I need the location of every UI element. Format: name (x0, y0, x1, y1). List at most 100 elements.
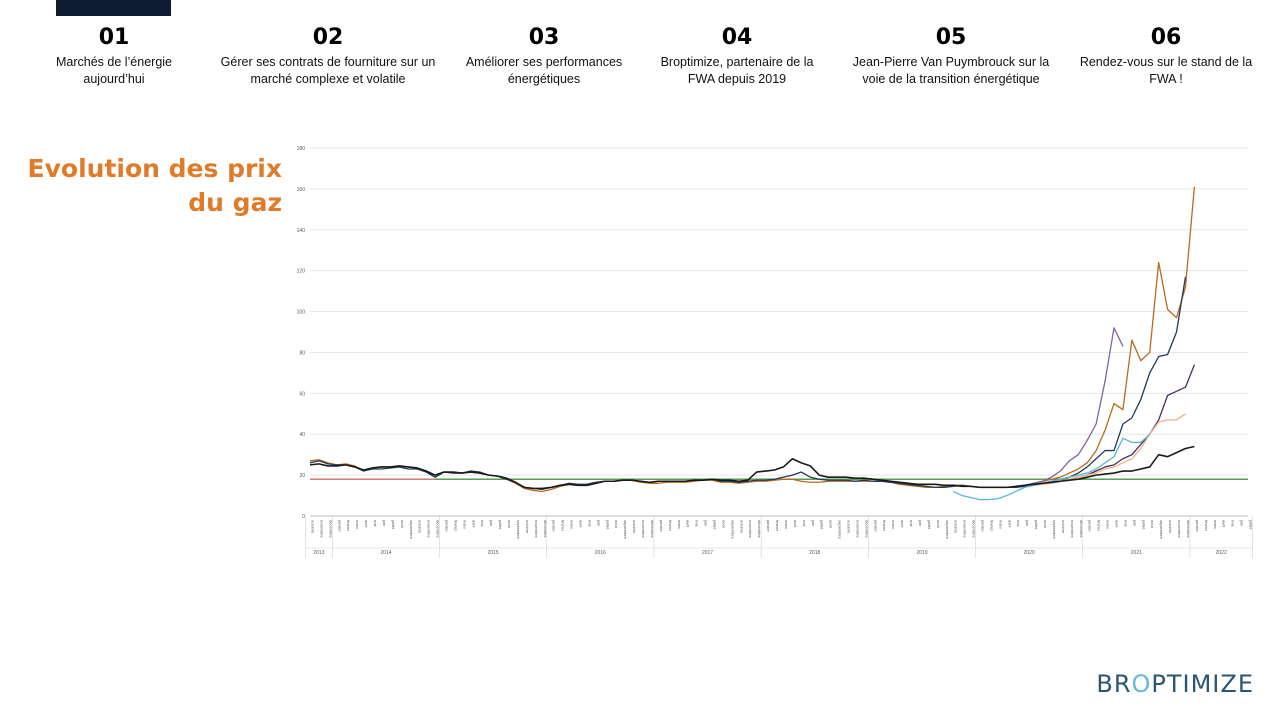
month-tick-label: septembre (730, 520, 735, 540)
year-label: 2022 (1216, 550, 1227, 556)
year-label: 2020 (1024, 550, 1035, 556)
nav-item-05[interactable]: 05 Jean-Pierre Van Puymbrouck sur la voi… (841, 24, 1061, 88)
month-tick-label: janvier (552, 519, 557, 532)
month-tick-label: avril (793, 520, 798, 527)
month-tick-label: mai (587, 520, 592, 527)
month-tick-label: octobre (954, 520, 959, 534)
month-tick-label: octobre (847, 520, 852, 534)
month-tick-label: mars (784, 520, 789, 529)
month-tick-label: septembre (516, 520, 521, 540)
month-tick-label: juillet (605, 519, 610, 530)
section-nav: 01 Marchés de l’énergie aujourd’hui 02 G… (0, 24, 1280, 104)
month-tick-label: mars (891, 520, 896, 529)
month-tick-label: novembre (427, 520, 432, 539)
month-tick-label: février (775, 520, 780, 532)
series-line-7 (1024, 413, 1186, 486)
month-tick-label: mai (695, 520, 700, 527)
y-tick-label: 40 (299, 432, 305, 438)
month-tick-label: mars (1213, 520, 1218, 529)
month-tick-label: décembre (864, 520, 869, 539)
month-tick-label: janvier (659, 519, 664, 532)
y-tick-label: 120 (297, 269, 306, 275)
month-tick-label: octobre (525, 520, 530, 534)
month-tick-label: novembre (641, 520, 646, 539)
month-tick-label: janvier (981, 519, 986, 532)
month-tick-label: août (400, 520, 405, 529)
month-tick-label: août (936, 520, 941, 529)
month-tick-label: août (829, 520, 834, 529)
nav-item-02[interactable]: 02 Gérer ses contrats de fourniture sur … (218, 24, 438, 88)
month-tick-label: septembre (838, 520, 843, 540)
month-tick-label: juillet (927, 519, 932, 530)
series-line-3 (309, 186, 1196, 493)
y-tick-label: 160 (297, 187, 306, 193)
month-tick-label: juin (1240, 519, 1245, 526)
month-tick-label: octobre (311, 520, 316, 534)
nav-item-01[interactable]: 01 Marchés de l’énergie aujourd’hui (4, 24, 224, 88)
month-tick-label: novembre (319, 520, 324, 539)
month-tick-label: juillet (1141, 519, 1146, 530)
month-tick-label: juillet (1034, 519, 1039, 530)
month-tick-label: octobre (1061, 520, 1066, 534)
month-tick-label: juillet (820, 519, 825, 530)
month-tick-label: mars (998, 520, 1003, 529)
nav-item-04[interactable]: 04 Broptimize, partenaire de la FWA depu… (627, 24, 847, 88)
month-tick-label: juin (489, 519, 494, 526)
month-tick-label: novembre (1177, 520, 1182, 539)
month-tick-label: février (668, 520, 673, 532)
nav-number: 05 (935, 25, 967, 50)
nav-item-03[interactable]: 03 Améliorer ses performances énergétiqu… (434, 24, 654, 88)
y-tick-label: 80 (299, 350, 305, 356)
month-tick-label: septembre (1052, 520, 1057, 540)
month-tick-label: décembre (543, 520, 548, 539)
year-label: 2015 (488, 550, 499, 556)
month-tick-label: septembre (945, 520, 950, 540)
month-tick-label: novembre (1070, 520, 1075, 539)
month-tick-label: février (453, 520, 458, 532)
month-tick-label: mai (480, 520, 485, 527)
page-title: Evolution des prix du gaz (27, 154, 282, 217)
nav-label: Marchés de l’énergie aujourd’hui (55, 55, 173, 86)
nav-item-06[interactable]: 06 Rendez-vous sur le stand de la FWA ! (1056, 24, 1276, 88)
month-tick-label: avril (364, 520, 369, 527)
nav-label: Gérer ses contrats de fourniture sur un … (220, 55, 436, 86)
month-tick-label: octobre (632, 520, 637, 534)
month-tick-label: avril (900, 520, 905, 527)
nav-number: 01 (98, 25, 130, 50)
month-tick-label: décembre (757, 520, 762, 539)
month-tick-label: mai (1123, 520, 1128, 527)
month-tick-label: mars (355, 520, 360, 529)
series-line-4 (309, 276, 1187, 491)
month-tick-label: juillet (713, 519, 718, 530)
month-tick-label: décembre (1079, 520, 1084, 539)
month-tick-label: octobre (1168, 520, 1173, 534)
month-tick-label: avril (1222, 520, 1227, 527)
month-tick-label: août (614, 520, 619, 529)
month-tick-label: mars (570, 520, 575, 529)
month-tick-label: février (346, 520, 351, 532)
logo-text-2: PTIMIZE (1151, 670, 1254, 698)
month-tick-label: décembre (436, 520, 441, 539)
y-tick-label: 20 (299, 473, 305, 479)
nav-label: Améliorer ses performances énergétiques (465, 55, 623, 86)
month-tick-label: décembre (972, 520, 977, 539)
month-tick-label: janvier (1088, 519, 1093, 532)
y-tick-label: 0 (302, 514, 305, 520)
month-tick-label: février (989, 520, 994, 532)
month-tick-label: août (1150, 520, 1155, 529)
month-tick-label: août (1043, 520, 1048, 529)
month-tick-label: avril (1007, 520, 1012, 527)
year-label: 2017 (702, 550, 713, 556)
month-tick-label: janvier (1195, 519, 1200, 532)
nav-number: 06 (1150, 25, 1182, 50)
series-line-5 (1024, 327, 1124, 486)
month-tick-label: octobre (739, 520, 744, 534)
month-tick-label: février (1204, 520, 1209, 532)
top-accent-bar (56, 0, 171, 16)
nav-label: Jean-Pierre Van Puymbrouck sur la voie d… (852, 55, 1050, 86)
month-tick-label: avril (1115, 520, 1120, 527)
month-tick-label: août (721, 520, 726, 529)
year-label: 2013 (313, 550, 324, 556)
series-line-6 (1024, 364, 1196, 486)
y-tick-label: 180 (297, 146, 306, 152)
